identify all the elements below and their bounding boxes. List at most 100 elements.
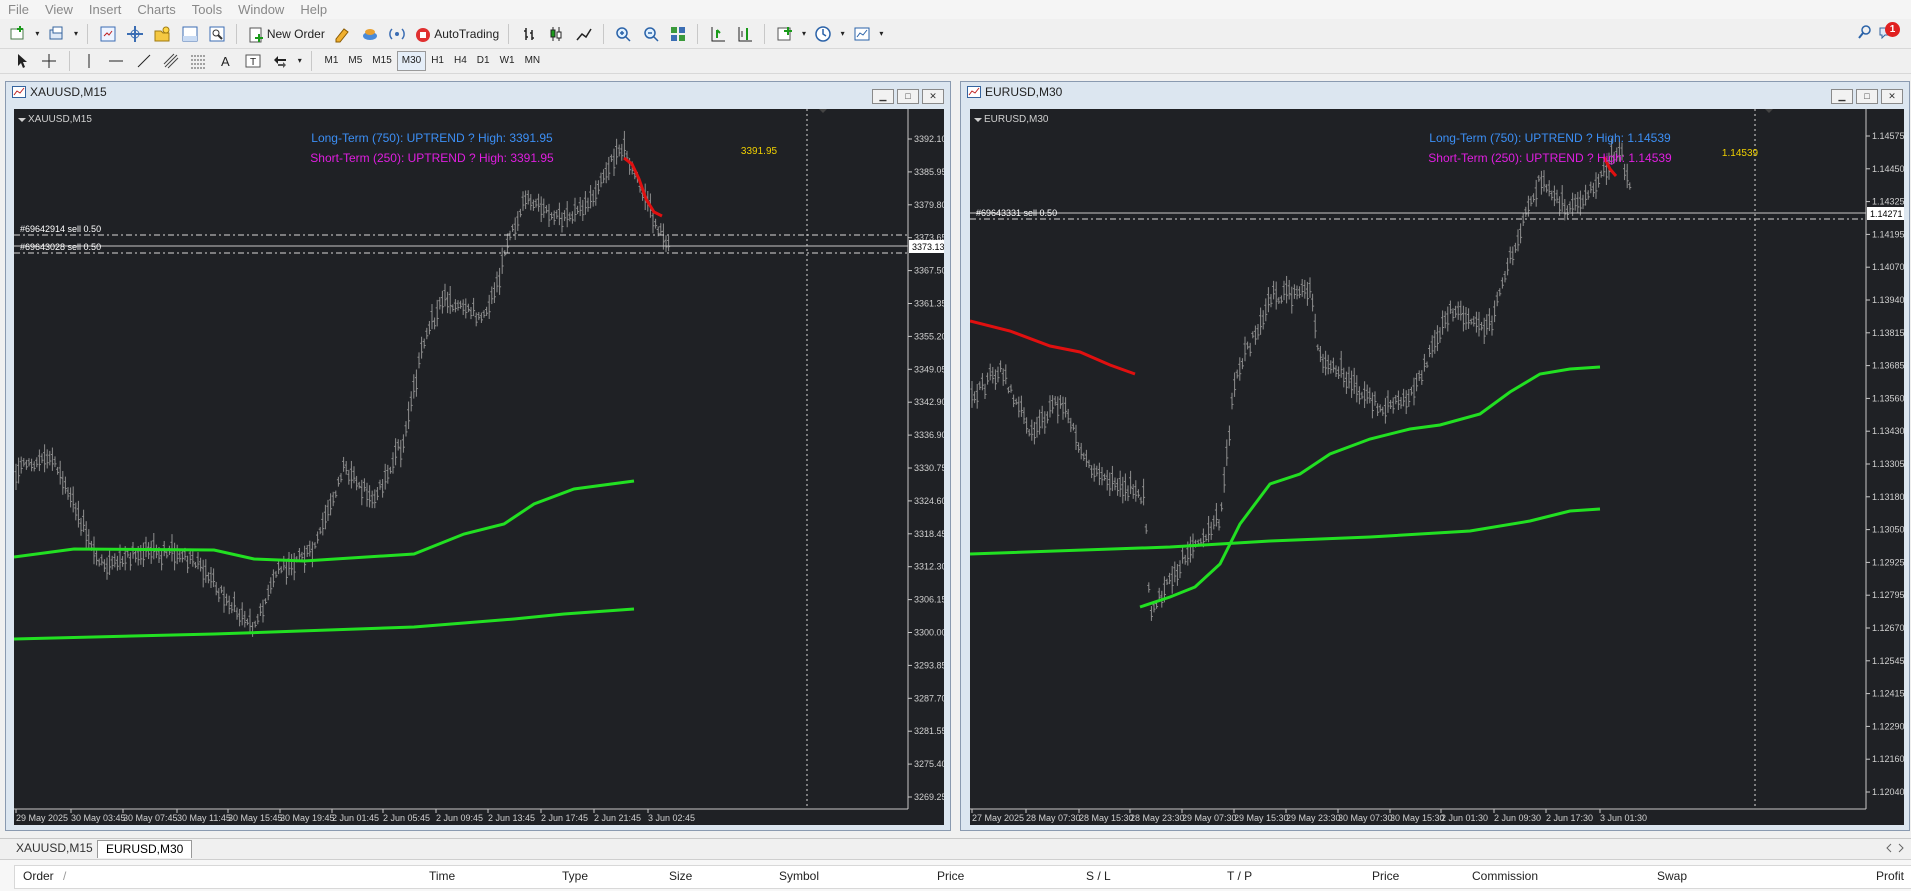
- order-label-1: #69643331 sell 0.50: [976, 208, 1057, 218]
- dropdown-arrow-icon[interactable]: ▾: [74, 29, 79, 38]
- col-order[interactable]: Order: [23, 869, 54, 883]
- auto-scroll-icon[interactable]: [709, 25, 727, 43]
- price-chart-eurusd[interactable]: EURUSD,M30 #69643331 sell 0.50 Long-Term…: [969, 109, 1905, 825]
- time-tick-label: 27 May 2025: [972, 813, 1024, 823]
- market-icon[interactable]: [361, 25, 379, 43]
- strategy-tester-icon[interactable]: [208, 25, 226, 43]
- label-tool-icon[interactable]: T: [244, 52, 262, 70]
- chart-shift-marker-icon[interactable]: [819, 109, 827, 113]
- cursor-icon[interactable]: [13, 52, 31, 70]
- menu-window[interactable]: Window: [238, 2, 285, 17]
- col-size[interactable]: Size: [669, 869, 693, 883]
- tab-scroll-right-icon[interactable]: [1897, 843, 1905, 853]
- zoom-out-icon[interactable]: [642, 25, 660, 43]
- chart-window-eurusd: EURUSD,M30 ▁ □ ✕ EURUSD,M30 #69643331 sell…: [960, 81, 1910, 831]
- price-tick-label: 1.13305: [1872, 459, 1904, 469]
- candlestick-chart-icon[interactable]: [547, 25, 565, 43]
- dropdown-arrow-icon[interactable]: ▾: [801, 29, 806, 38]
- ma-red-line: [623, 156, 663, 218]
- templates-icon[interactable]: [853, 25, 871, 43]
- col-tp[interactable]: T / P: [1227, 869, 1253, 883]
- close-button[interactable]: ✕: [1881, 89, 1903, 104]
- timeframe-h4-button[interactable]: H4: [454, 55, 467, 66]
- vertical-line-icon[interactable]: [80, 52, 98, 70]
- terminal-icon[interactable]: [181, 25, 199, 43]
- close-button[interactable]: ✕: [922, 89, 944, 104]
- indicators-icon[interactable]: [776, 25, 794, 43]
- profiles-icon[interactable]: [48, 25, 66, 43]
- chart-canvas[interactable]: XAUUSD,M15 #69642914 sell 0.50 #69643028…: [13, 109, 947, 825]
- text-tool-icon[interactable]: A: [217, 52, 235, 70]
- minimize-button[interactable]: ▁: [1831, 89, 1853, 104]
- price-chart-xauusd[interactable]: XAUUSD,M15 #69642914 sell 0.50 #69643028…: [13, 109, 947, 825]
- fibonacci-icon[interactable]: [189, 52, 207, 70]
- menu-insert[interactable]: Insert: [88, 2, 122, 17]
- col-swap[interactable]: Swap: [1657, 869, 1688, 883]
- autotrading-button[interactable]: AutoTrading: [414, 24, 499, 44]
- col-price[interactable]: Price: [937, 869, 965, 883]
- search-icon[interactable]: [1857, 24, 1873, 43]
- chart-shift-marker-icon[interactable]: [1765, 109, 1773, 113]
- maximize-button[interactable]: □: [897, 89, 919, 104]
- tab-eurusd[interactable]: EURUSD,M30: [97, 840, 193, 858]
- new-chart-icon[interactable]: [9, 25, 27, 43]
- price-axis[interactable]: 3392.10 3385.95 3379.80 3373.65 3367.50 3361.…: [908, 134, 947, 802]
- metaeditor-icon[interactable]: [333, 25, 351, 43]
- dropdown-arrow-icon[interactable]: ▾: [840, 29, 845, 38]
- col-type[interactable]: Type: [562, 869, 589, 883]
- navigator-icon[interactable]: [153, 25, 171, 43]
- tile-windows-icon[interactable]: [669, 25, 687, 43]
- channel-icon[interactable]: [162, 52, 180, 70]
- line-chart-icon[interactable]: [575, 25, 593, 43]
- horizontal-line-icon[interactable]: [107, 52, 125, 70]
- col-sl[interactable]: S / L: [1086, 869, 1111, 883]
- new-order-button[interactable]: New Order: [247, 24, 325, 44]
- timeframe-w1-button[interactable]: W1: [499, 55, 515, 66]
- chart-window-title[interactable]: XAUUSD,M15 ▁ □ ✕: [6, 82, 950, 104]
- col-symbol[interactable]: Symbol: [779, 869, 820, 883]
- notifications-button[interactable]: 1: [1879, 22, 1905, 42]
- periods-icon[interactable]: [814, 25, 832, 43]
- col-profit[interactable]: Profit: [1876, 869, 1905, 883]
- col-price-current[interactable]: Price: [1372, 869, 1400, 883]
- menu-view[interactable]: View: [44, 2, 73, 17]
- timeframe-h1-button[interactable]: H1: [431, 55, 444, 66]
- data-window-icon[interactable]: [126, 25, 144, 43]
- candles: [14, 130, 671, 637]
- timeframe-mn-button[interactable]: MN: [524, 55, 541, 66]
- tab-scroll-left-icon[interactable]: [1885, 843, 1893, 853]
- col-commission[interactable]: Commission: [1472, 869, 1539, 883]
- time-axis[interactable]: 27 May 2025 28 May 07:3028 May 15:3028 Ma…: [971, 809, 1647, 823]
- bar-chart-icon[interactable]: [520, 25, 538, 43]
- menu-tools[interactable]: Tools: [191, 2, 223, 17]
- col-time[interactable]: Time: [429, 869, 456, 883]
- timeframe-m1-button[interactable]: M1: [324, 55, 339, 66]
- crosshair-icon[interactable]: [40, 52, 58, 70]
- menu-help[interactable]: Help: [300, 2, 328, 17]
- timeframe-d1-button[interactable]: D1: [476, 55, 490, 66]
- market-watch-icon[interactable]: [99, 25, 117, 43]
- collapse-arrow-icon[interactable]: [18, 118, 26, 122]
- arrows-tool-icon[interactable]: [271, 52, 289, 70]
- menu-charts[interactable]: Charts: [137, 2, 176, 17]
- timeframe-m30-button[interactable]: M30: [396, 51, 427, 71]
- trendline-icon[interactable]: [135, 52, 153, 70]
- price-axis[interactable]: 1.14575 1.14450 1.14325 1.14195 1.14070 1.139…: [1866, 131, 1905, 797]
- dropdown-arrow-icon[interactable]: ▾: [35, 29, 40, 38]
- collapse-arrow-icon[interactable]: [974, 118, 982, 122]
- dropdown-arrow-icon[interactable]: ▾: [297, 56, 302, 65]
- signals-icon[interactable]: [388, 25, 406, 43]
- chart-tabs: XAUUSD,M15 EURUSD,M30: [0, 838, 1911, 859]
- minimize-button[interactable]: ▁: [872, 89, 894, 104]
- timeframe-m5-button[interactable]: M5: [348, 55, 363, 66]
- tab-xauusd[interactable]: XAUUSD,M15: [16, 841, 93, 855]
- maximize-button[interactable]: □: [1856, 89, 1878, 104]
- chart-window-title[interactable]: EURUSD,M30 ▁ □ ✕: [961, 82, 1909, 104]
- dropdown-arrow-icon[interactable]: ▾: [879, 29, 884, 38]
- zoom-in-icon[interactable]: [614, 25, 632, 43]
- timeframe-m15-button[interactable]: M15: [372, 55, 392, 66]
- chart-canvas[interactable]: EURUSD,M30 #69643331 sell 0.50 Long-Term…: [969, 109, 1905, 825]
- menu-file[interactable]: File: [8, 2, 29, 17]
- chart-shift-icon[interactable]: [736, 25, 754, 43]
